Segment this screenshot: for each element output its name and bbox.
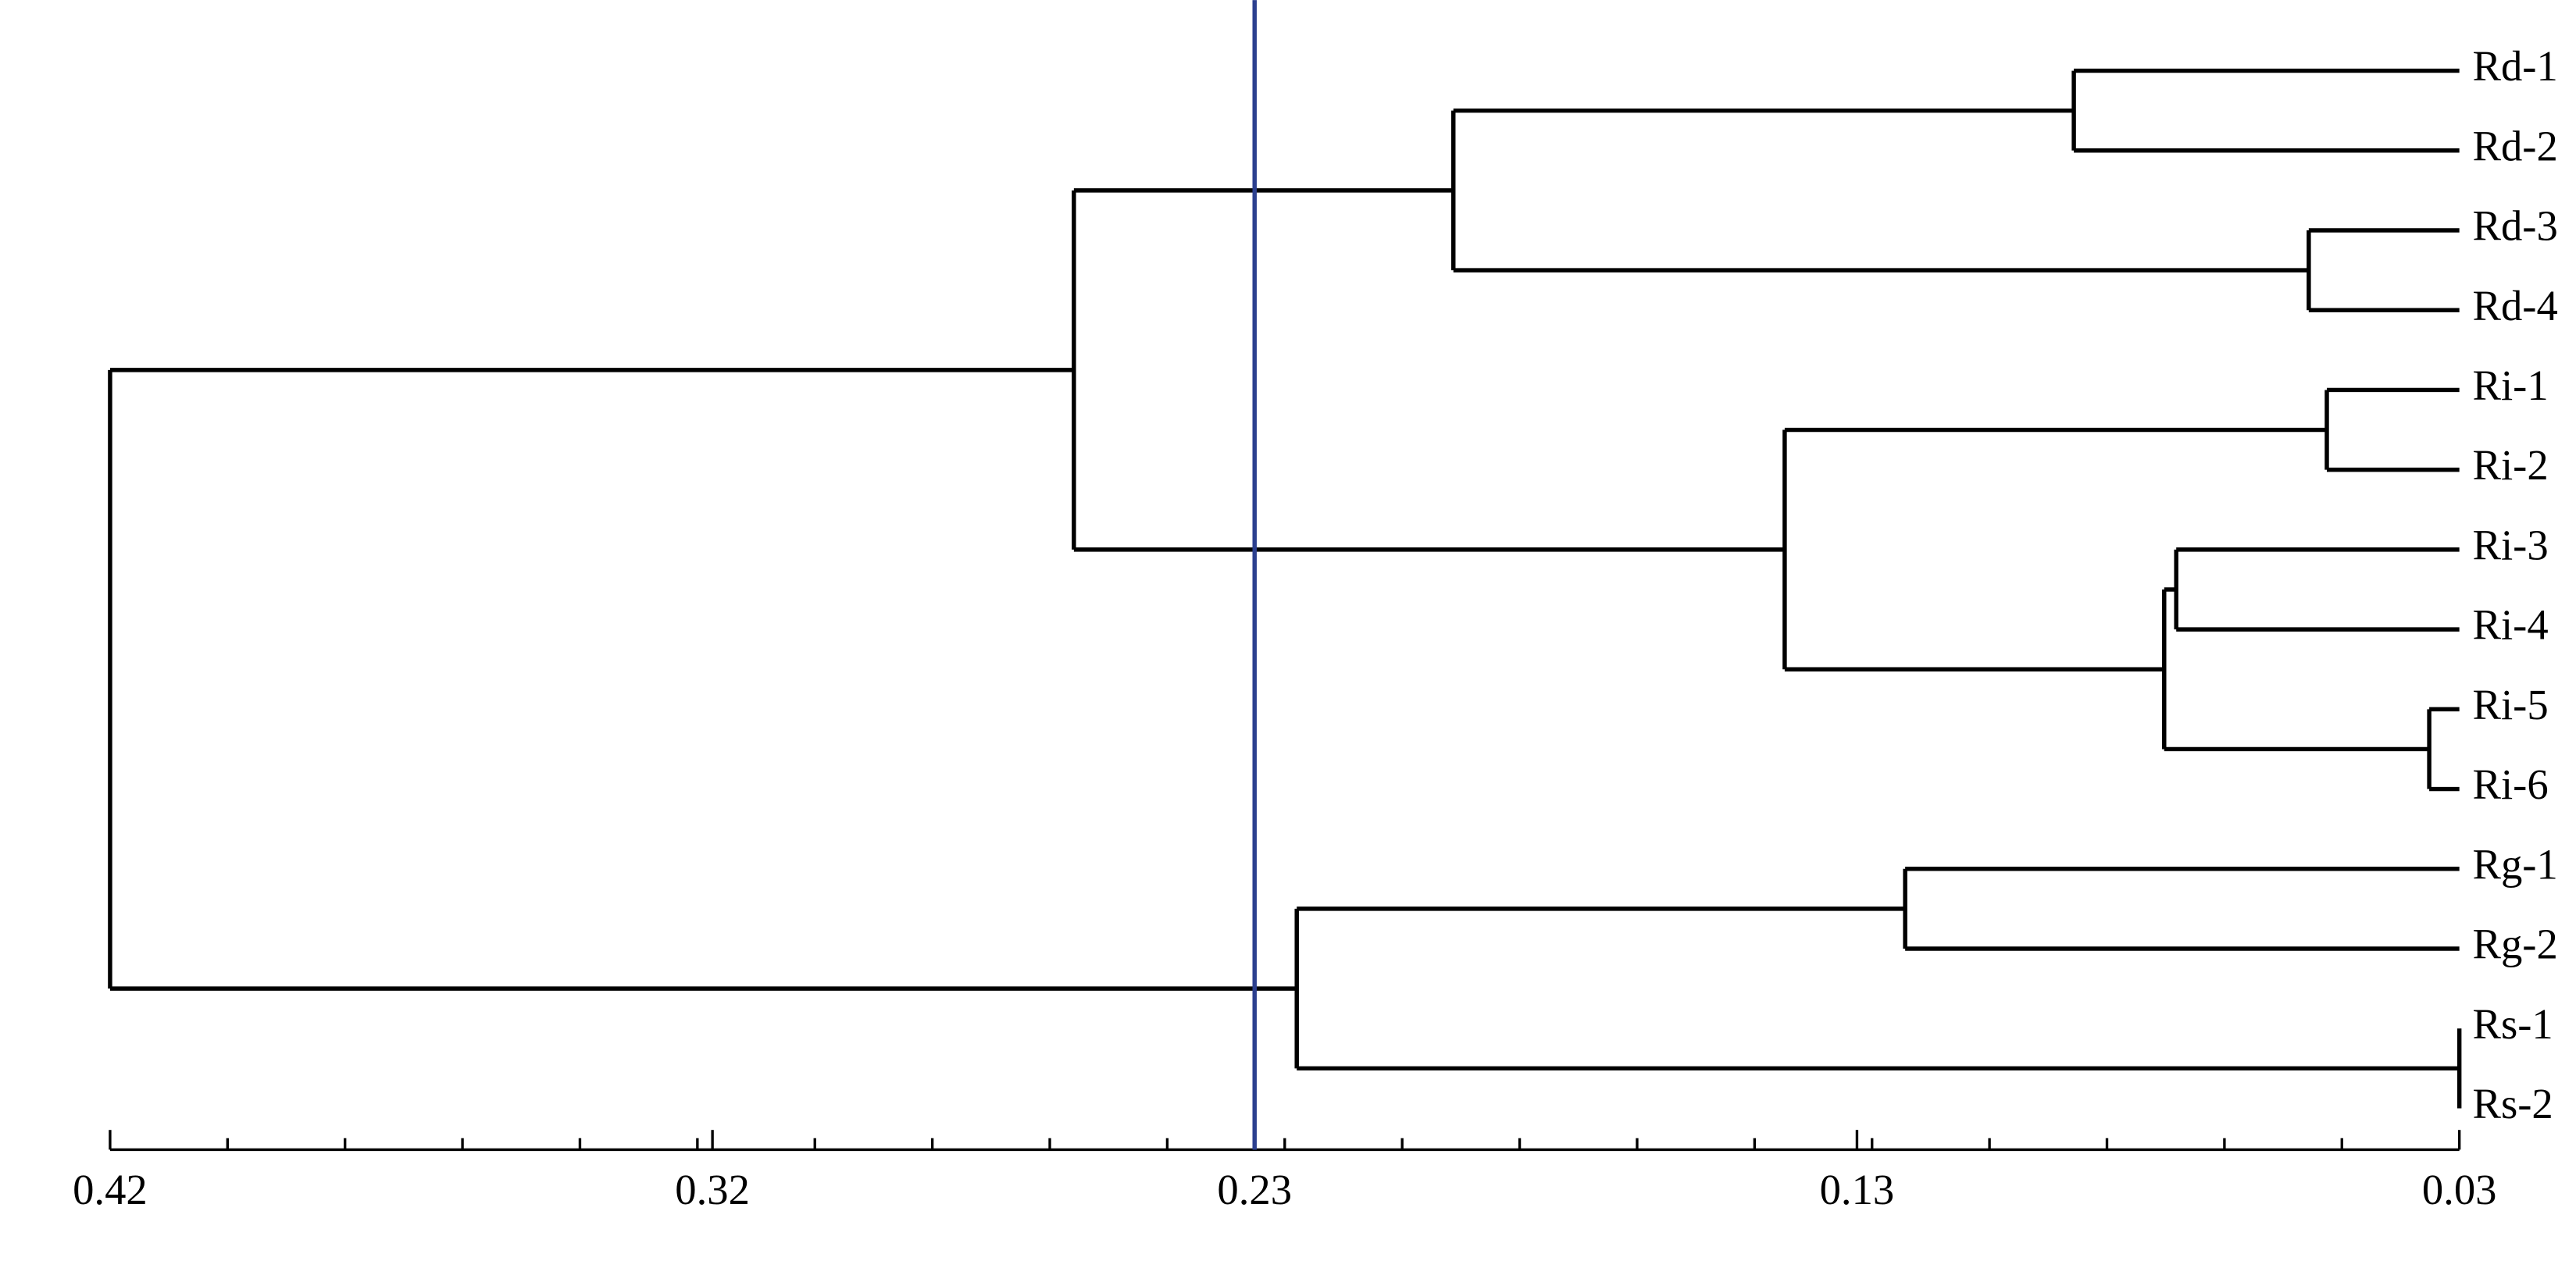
leaf-label: Ri-6 [2472,760,2548,808]
leaf-label: Rs-2 [2472,1080,2553,1127]
leaf-label: Ri-2 [2472,441,2548,489]
leaf-label: Ri-5 [2472,681,2548,728]
x-tick-label: 0.13 [1820,1166,1895,1213]
leaf-label: Rd-2 [2472,122,2557,169]
leaf-label: Rd-1 [2472,42,2557,90]
x-tick-label: 0.42 [73,1166,148,1213]
leaf-label: Ri-3 [2472,521,2548,568]
x-tick-label: 0.32 [675,1166,750,1213]
x-tick-label: 0.03 [2422,1166,2497,1213]
leaf-label: Ri-4 [2472,601,2548,649]
leaf-label: Ri-1 [2472,362,2548,409]
x-tick-label: 0.23 [1217,1166,1292,1213]
leaf-label: Rg-1 [2472,840,2557,888]
leaf-label: Rs-1 [2472,1000,2553,1048]
leaf-label: Rd-3 [2472,202,2557,250]
leaf-label: Rd-4 [2472,282,2557,329]
leaf-label: Rg-2 [2472,921,2557,968]
